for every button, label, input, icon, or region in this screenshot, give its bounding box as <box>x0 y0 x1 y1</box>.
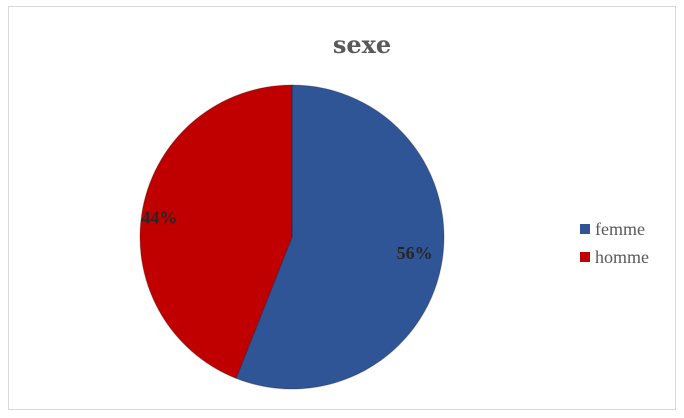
legend-item-femme: femme <box>580 215 649 243</box>
legend-swatch-homme <box>580 252 590 262</box>
legend-swatch-femme <box>580 224 590 234</box>
legend-label-femme: femme <box>595 219 645 240</box>
legend-label-homme: homme <box>595 247 649 268</box>
legend-item-homme: homme <box>580 243 649 271</box>
legend: femme homme <box>580 215 649 271</box>
data-label-homme: 44% <box>141 207 177 227</box>
data-label-femme: 56% <box>397 243 433 263</box>
